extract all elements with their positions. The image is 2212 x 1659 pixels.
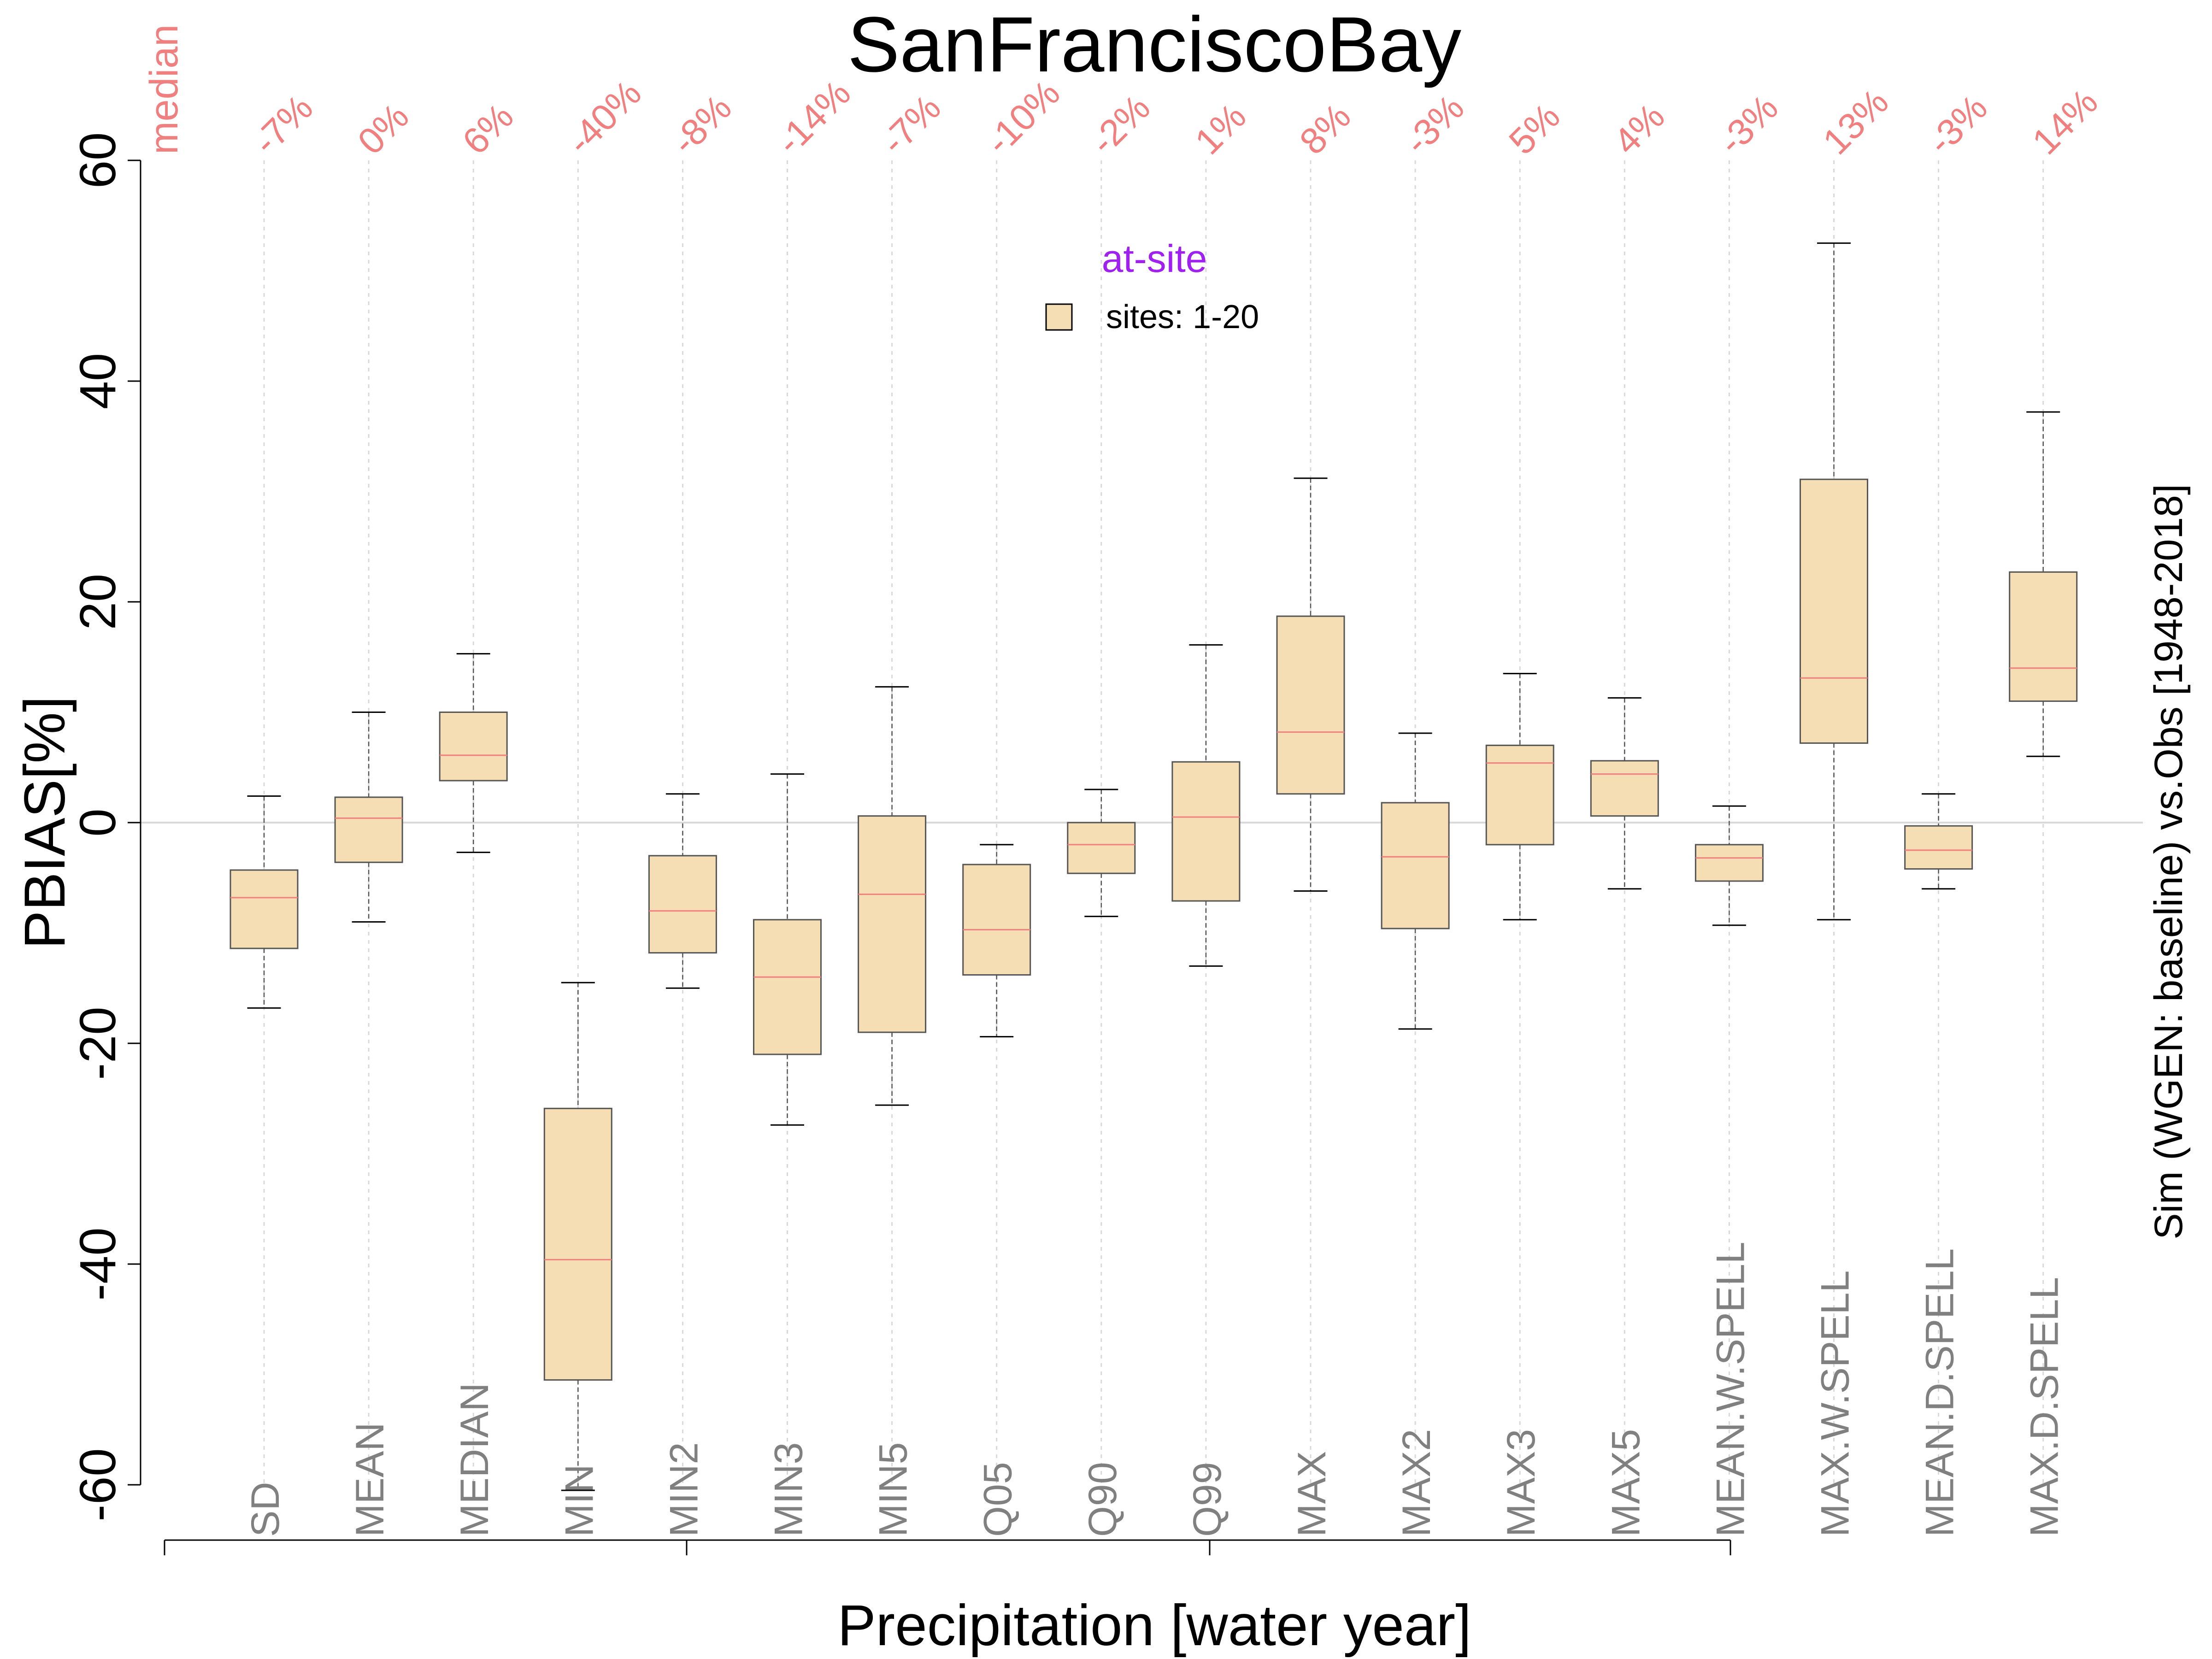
median-annotation: -7% xyxy=(873,87,949,162)
x-axis xyxy=(164,1539,1731,1555)
category-label: MIN xyxy=(557,1464,601,1537)
median-annotation: 5% xyxy=(1501,95,1568,162)
median-annotation: 1% xyxy=(1187,95,1254,162)
category-label: MAX3 xyxy=(1499,1429,1543,1537)
x-axis-title: Precipitation [water year] xyxy=(837,1594,1471,1658)
legend-swatch xyxy=(1045,303,1073,331)
median-annotation: -14% xyxy=(769,72,859,162)
median-annotation: -40% xyxy=(559,72,649,162)
iqr-box xyxy=(1590,760,1659,817)
median-annotation: -3% xyxy=(1710,87,1786,162)
box-mean-w-spell xyxy=(1694,805,1764,926)
median-annotation: 13% xyxy=(1815,81,1896,162)
category-label: MAX5 xyxy=(1604,1429,1648,1537)
y-tick-label: 40 xyxy=(70,353,126,409)
category-label: MIN3 xyxy=(767,1442,811,1537)
chart-title: SanFranciscoBay xyxy=(847,1,1461,88)
legend-title: at-site xyxy=(1102,237,1207,280)
y-tick-label: -40 xyxy=(70,1228,126,1301)
box-min2 xyxy=(648,793,717,989)
category-label: MAX.W.SPELL xyxy=(1813,1271,1858,1537)
median-header-label: median xyxy=(142,24,186,154)
legend-label: sites: 1-20 xyxy=(1106,299,1259,335)
iqr-box xyxy=(648,855,717,954)
y-axis: 60 40 20 0 -20 -40 -60 xyxy=(70,132,141,1522)
median-annotation: 6% xyxy=(454,95,521,162)
box-sd xyxy=(229,795,299,1009)
box-q05 xyxy=(962,844,1031,1038)
iqr-box xyxy=(2009,571,2078,702)
box-max5 xyxy=(1590,697,1659,890)
y-axis-title: PBIAS[%] xyxy=(13,696,77,949)
median-annotation: 4% xyxy=(1606,95,1672,162)
category-label: SD xyxy=(243,1482,288,1537)
median-annotation: -3% xyxy=(1920,87,1995,162)
box-max2 xyxy=(1381,732,1450,1030)
box-min xyxy=(543,982,612,1491)
box-mean xyxy=(334,712,403,923)
box-min5 xyxy=(858,686,927,1106)
iqr-box xyxy=(1276,615,1345,795)
box-mean-d-spell xyxy=(1904,793,1973,890)
box-max-w-spell xyxy=(1800,242,1868,921)
box-max-d-spell xyxy=(2009,411,2078,757)
category-label: MAX.D.SPELL xyxy=(2023,1277,2067,1537)
category-label: MEAN xyxy=(348,1423,392,1537)
median-annotation: 8% xyxy=(1292,95,1359,162)
box-min3 xyxy=(753,773,822,1126)
median-annotation: -2% xyxy=(1082,87,1158,162)
category-label: Q05 xyxy=(976,1462,1020,1537)
box-median xyxy=(439,653,508,853)
iqr-box xyxy=(229,869,299,949)
y-tick-label: 20 xyxy=(70,574,126,630)
category-label: MEDIAN xyxy=(453,1383,497,1537)
category-label: MIN5 xyxy=(871,1442,916,1537)
iqr-box xyxy=(1694,844,1764,882)
median-annotation: -8% xyxy=(664,87,739,162)
iqr-box xyxy=(1067,822,1136,874)
box-max3 xyxy=(1485,673,1554,921)
y-tick-label: -20 xyxy=(70,1007,126,1080)
y-tick-label: 0 xyxy=(70,808,126,836)
category-label: MIN2 xyxy=(662,1442,706,1537)
iqr-box xyxy=(1171,761,1241,902)
iqr-box xyxy=(1800,478,1868,744)
secondary-axis-title: Sim (WGEN: baseline) vs.Obs [1948-2018] xyxy=(2147,484,2191,1239)
category-label: MEAN.D.SPELL xyxy=(1918,1248,1962,1537)
y-tick-label: -60 xyxy=(70,1448,126,1522)
category-label: MEAN.W.SPELL xyxy=(1708,1242,1753,1537)
box-layer xyxy=(229,242,2078,1491)
iqr-box xyxy=(858,815,927,1033)
category-label: Q90 xyxy=(1081,1462,1125,1537)
iqr-box xyxy=(1381,802,1450,930)
box-q99 xyxy=(1171,644,1241,967)
median-annotation: -3% xyxy=(1396,87,1472,162)
median-annotation: 0% xyxy=(350,95,417,162)
box-max xyxy=(1276,477,1345,892)
category-label: Q99 xyxy=(1185,1462,1230,1537)
median-annotation: -7% xyxy=(245,87,321,162)
median-annotation: 14% xyxy=(2024,81,2106,162)
iqr-box xyxy=(962,864,1031,976)
category-label: MAX2 xyxy=(1394,1429,1439,1537)
iqr-box xyxy=(1904,825,1973,870)
category-labels: SD MEAN MEDIAN MIN MIN2 MIN3 MIN5 Q05 Q90 Q99 MAX M… xyxy=(243,1242,2067,1537)
y-tick-label: 60 xyxy=(70,132,126,188)
box-q90 xyxy=(1067,788,1136,918)
legend: at-site sites: 1-20 xyxy=(1045,237,1259,335)
iqr-box xyxy=(439,712,508,782)
iqr-box xyxy=(543,1107,612,1381)
iqr-box xyxy=(334,796,403,863)
category-label: MAX xyxy=(1290,1451,1334,1537)
iqr-box xyxy=(753,919,822,1055)
iqr-box xyxy=(1485,744,1554,846)
